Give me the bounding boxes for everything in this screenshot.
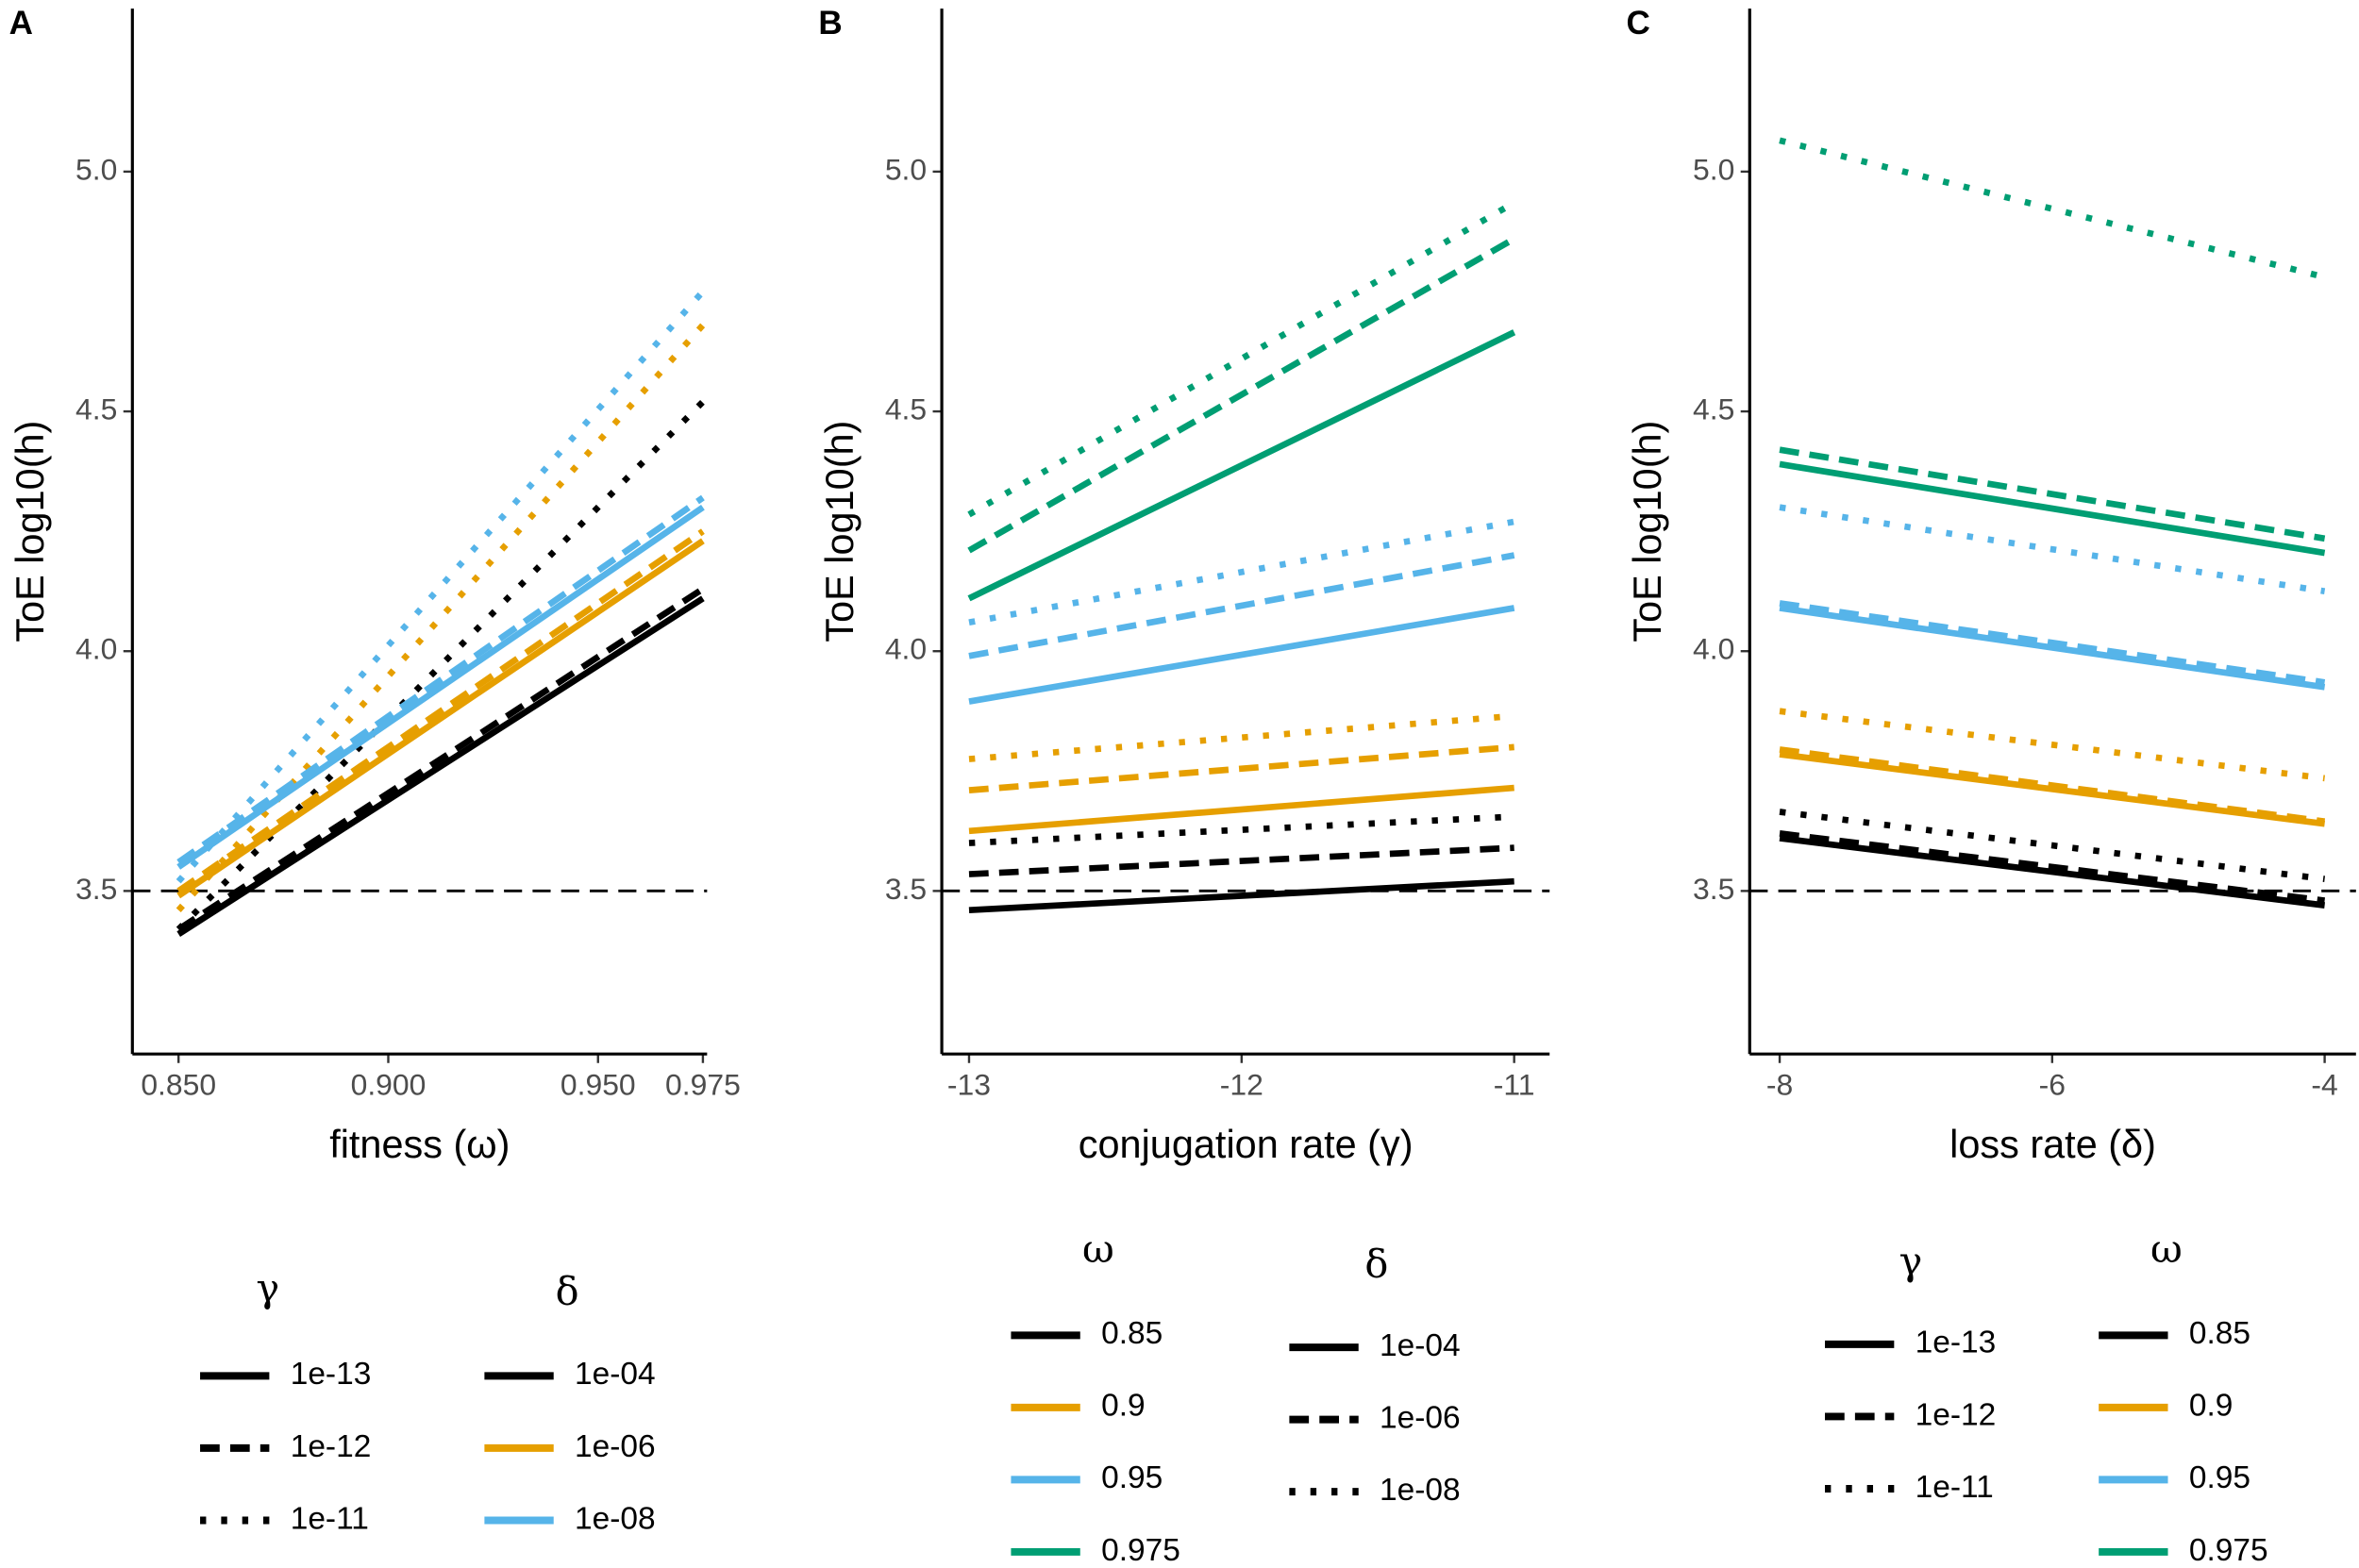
y-axis-title: ToE log10(h) <box>8 421 52 642</box>
x-axis-title: fitness (ω) <box>329 1122 510 1166</box>
legend-label: 1e-06 <box>575 1429 656 1464</box>
legend-title: γ <box>1899 1239 1922 1284</box>
legend-label: 1e-04 <box>575 1357 656 1392</box>
legend-label: 1e-08 <box>1380 1473 1461 1508</box>
data-line <box>968 813 1514 846</box>
legend-label: 1e-11 <box>291 1501 369 1536</box>
legend-label: 1e-04 <box>1380 1328 1461 1363</box>
legend-title: δ <box>1364 1242 1388 1287</box>
legend-label: 0.975 <box>2189 1533 2268 1568</box>
data-line <box>968 605 1515 705</box>
legend-label: 0.9 <box>2189 1389 2234 1424</box>
x-tick-label: -8 <box>1766 1068 1793 1102</box>
y-tick-label: 5.0 <box>1693 152 1734 186</box>
data-line <box>968 877 1514 914</box>
legend-label: 1e-08 <box>575 1501 656 1536</box>
data-line <box>968 743 1514 793</box>
data-line <box>176 595 705 937</box>
x-tick-label: 0.950 <box>560 1068 636 1102</box>
panel-label: C <box>1627 5 1650 42</box>
x-axis-title: conjugation rate (γ) <box>1079 1122 1414 1166</box>
y-tick-label: 4.0 <box>75 632 117 666</box>
legend-label: 0.85 <box>2189 1316 2250 1351</box>
legend-label: 1e-06 <box>1380 1400 1461 1435</box>
legend-title: γ <box>256 1266 279 1311</box>
data-line <box>968 844 1514 877</box>
x-tick-label: -4 <box>2311 1068 2337 1102</box>
data-line <box>176 494 705 865</box>
data-line <box>1779 600 2326 686</box>
data-line <box>1779 504 2326 594</box>
y-tick-label: 3.5 <box>1693 872 1734 906</box>
data-line <box>1779 460 2326 557</box>
data-line <box>1779 746 2326 825</box>
legend-title: ω <box>1082 1226 1114 1272</box>
legend-label: 0.85 <box>1101 1316 1163 1351</box>
data-line <box>176 399 706 932</box>
legend-label: 1e-13 <box>291 1357 372 1392</box>
data-line <box>1779 137 2326 280</box>
legend-label: 1e-13 <box>1916 1326 1997 1360</box>
y-tick-label: 4.5 <box>885 392 927 425</box>
x-tick-label: -6 <box>2039 1068 2066 1102</box>
x-tick-label: -11 <box>1494 1068 1535 1102</box>
y-tick-label: 4.5 <box>75 392 117 425</box>
y-axis-title: ToE log10(h) <box>1625 421 1669 642</box>
x-tick-label: 0.900 <box>351 1068 427 1102</box>
y-tick-label: 4.5 <box>1693 392 1734 425</box>
data-line <box>176 504 705 870</box>
data-line <box>1779 708 2326 782</box>
data-line <box>968 784 1514 835</box>
x-tick-label: -13 <box>947 1068 991 1102</box>
data-line <box>176 289 706 884</box>
legend-label: 0.95 <box>2189 1460 2250 1495</box>
data-line <box>1779 809 2326 882</box>
y-tick-label: 4.0 <box>885 632 927 666</box>
data-line <box>176 538 705 899</box>
y-tick-label: 5.0 <box>885 152 927 186</box>
x-axis-title: loss rate (δ) <box>1949 1122 2156 1166</box>
data-line <box>176 586 705 932</box>
legend-label: 1e-11 <box>1916 1470 1994 1505</box>
legend-title: ω <box>2150 1226 2183 1272</box>
x-tick-label: 0.975 <box>665 1068 741 1102</box>
data-line <box>1779 835 2326 909</box>
y-tick-label: 3.5 <box>885 872 927 906</box>
x-tick-label: -12 <box>1220 1068 1263 1102</box>
data-line <box>1779 605 2326 691</box>
data-line <box>968 552 1515 659</box>
y-axis-title: ToE log10(h) <box>817 421 862 642</box>
legend-label: 1e-12 <box>1916 1397 1997 1432</box>
legend-label: 0.9 <box>1101 1389 1146 1424</box>
data-line <box>176 323 706 912</box>
legend-label: 0.975 <box>1101 1533 1180 1568</box>
data-line <box>967 236 1516 554</box>
data-line <box>967 329 1516 602</box>
data-line <box>1779 830 2326 904</box>
data-line <box>968 518 1515 626</box>
data-line <box>1779 446 2326 542</box>
y-tick-label: 4.0 <box>1693 632 1734 666</box>
legend-label: 1e-12 <box>291 1429 372 1464</box>
legend-title: δ <box>556 1269 579 1314</box>
data-line <box>176 528 705 894</box>
legend-label: 0.95 <box>1101 1460 1163 1495</box>
x-tick-label: 0.850 <box>141 1068 216 1102</box>
y-tick-label: 5.0 <box>75 152 117 186</box>
y-tick-label: 3.5 <box>75 872 117 906</box>
panel-label: B <box>818 5 842 42</box>
panel-label: A <box>9 5 33 42</box>
